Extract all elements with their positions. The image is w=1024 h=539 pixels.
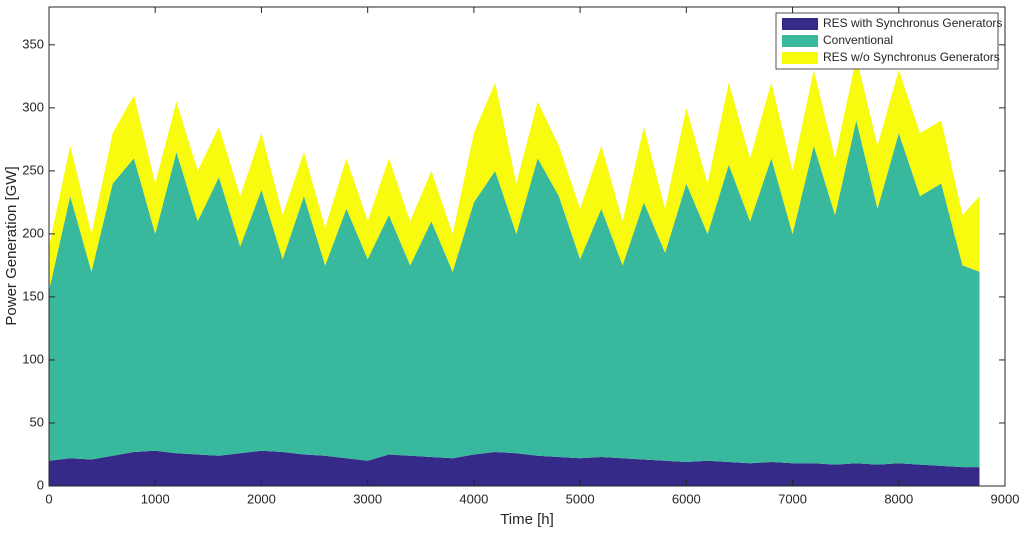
x-tick-label: 8000 [884, 491, 913, 506]
x-axis-label: Time [h] [500, 511, 554, 528]
y-axis-label: Power Generation [GW] [3, 166, 20, 325]
x-tick-label: 5000 [566, 491, 595, 506]
plot-frame [48, 6, 1006, 487]
y-tick-label: 50 [30, 414, 44, 429]
legend-label: Conventional [823, 33, 893, 47]
x-tick-label: 4000 [459, 491, 488, 506]
x-tick-label: 1000 [141, 491, 170, 506]
y-tick-label: 350 [22, 36, 44, 51]
x-tick-label: 0 [45, 491, 52, 506]
x-tick-label: 3000 [353, 491, 382, 506]
legend-swatch [782, 52, 818, 64]
legend-label: RES with Synchronus Generators [823, 16, 1002, 30]
x-tick-label: 9000 [991, 491, 1020, 506]
legend-label: RES w/o Synchronus Generators [823, 50, 1000, 64]
x-tick-label: 6000 [672, 491, 701, 506]
y-tick-label: 100 [22, 351, 44, 366]
area [49, 450, 980, 486]
y-tick-label: 150 [22, 288, 44, 303]
y-tick-label: 250 [22, 162, 44, 177]
x-tick-label: 7000 [778, 491, 807, 506]
area [49, 57, 980, 291]
x-tick-label: 2000 [247, 491, 276, 506]
y-tick-label: 0 [37, 477, 44, 492]
y-tick-label: 300 [22, 99, 44, 114]
legend-swatch [782, 35, 818, 47]
legend-swatch [782, 18, 818, 30]
y-tick-label: 200 [22, 225, 44, 240]
area [49, 120, 980, 468]
